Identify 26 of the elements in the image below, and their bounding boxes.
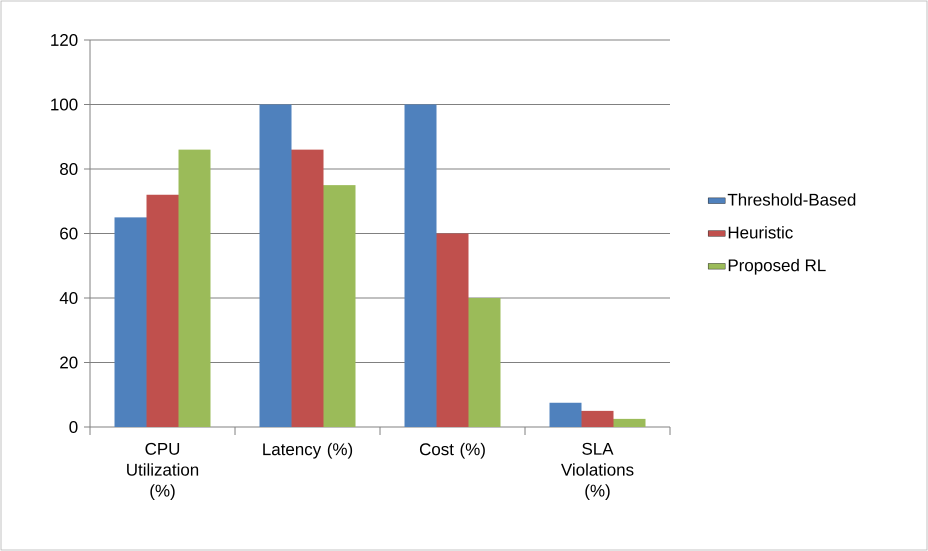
bar [324,185,356,427]
bar [114,217,147,427]
bar [436,233,469,427]
bar [292,150,324,427]
bar [146,194,179,427]
bar [404,104,437,427]
y-tick-label: 100 [51,98,78,110]
bar [550,402,582,427]
y-tick-label: 40 [60,292,78,304]
legend-label: Heuristic [728,226,793,239]
bar [614,418,646,427]
y-tick-label: 0 [69,420,78,433]
bar [582,410,614,427]
x-tick-label: CPU Utilization (%) [127,442,198,500]
bar [468,298,501,427]
bar [178,150,211,427]
y-tick-label: 80 [60,162,78,175]
y-tick-label: 20 [60,356,78,368]
x-tick-label: SLA Violations (%) [561,442,634,500]
legend-label: Threshold-Based [728,193,856,206]
legend-label: Proposed RL [728,258,826,275]
x-tick-label: Cost (%) [420,442,485,459]
x-tick-label: Latency (%) [263,442,352,459]
y-tick-label: 60 [60,227,78,240]
bar [260,104,292,427]
y-tick-label: 120 [51,34,78,46]
